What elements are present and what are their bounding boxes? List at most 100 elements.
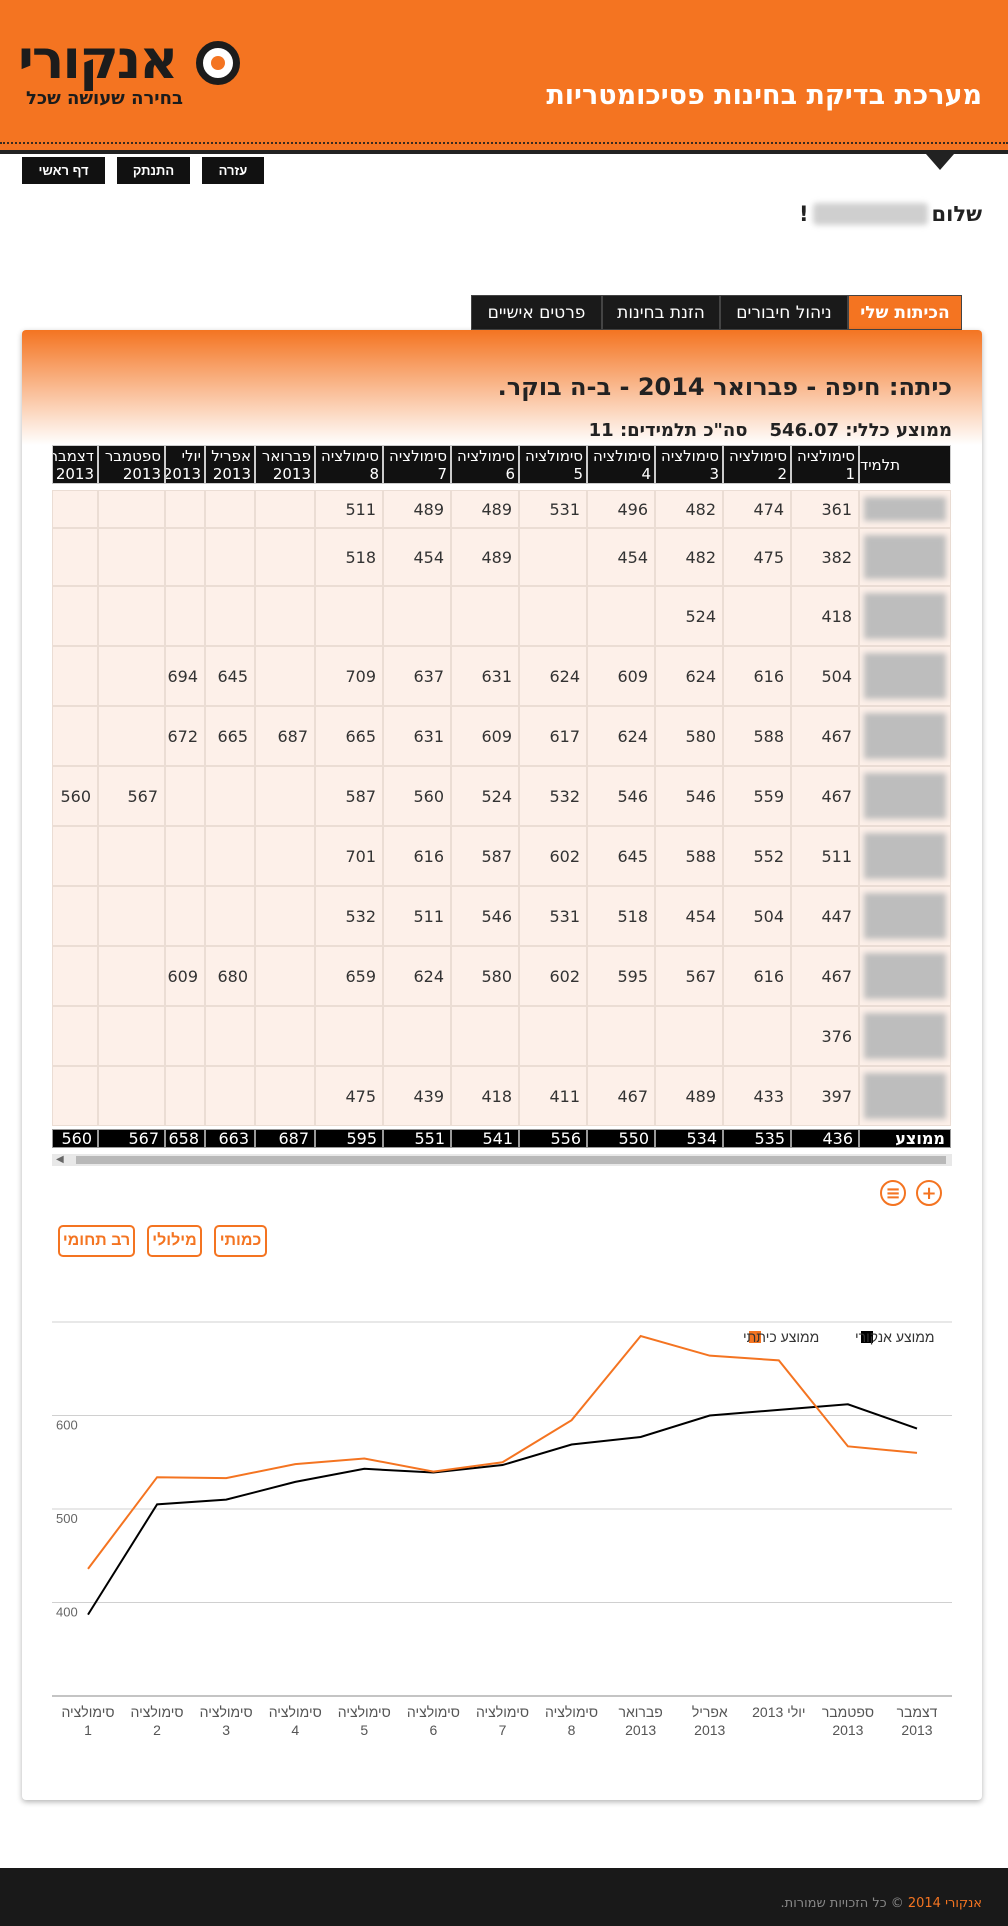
column-header-line1: סימולציה — [525, 447, 583, 465]
x-tick-label: 5 — [360, 1722, 368, 1738]
student-name-cell — [859, 946, 951, 1006]
user-name-blurred — [812, 203, 928, 225]
grade-cell — [98, 490, 165, 528]
grade-cell: 560 — [383, 766, 451, 826]
grade-cell: 616 — [383, 826, 451, 886]
help-button[interactable]: עזרה — [202, 157, 264, 184]
student-name-cell — [859, 1066, 951, 1126]
student-name-cell — [859, 886, 951, 946]
column-header-line2: 1 — [845, 465, 855, 483]
grade-cell — [98, 886, 165, 946]
column-header-line1: אפריל — [211, 447, 251, 465]
column-header-line1: פברואר — [261, 447, 311, 465]
grade-cell: 546 — [655, 766, 723, 826]
tab-my-classes[interactable]: הכיתות שלי — [848, 295, 962, 330]
x-tick-label: דצמבר — [897, 1704, 938, 1720]
grade-cell: 631 — [383, 706, 451, 766]
grade-cell: 588 — [723, 706, 791, 766]
grade-cell — [383, 1006, 451, 1066]
table-horizontal-scrollbar[interactable]: ◀ — [52, 1154, 952, 1166]
column-header-line2: 7 — [437, 465, 447, 483]
column-header-line1: סימולציה — [321, 447, 379, 465]
average-cell: 436 — [791, 1129, 859, 1148]
grade-cell: 587 — [451, 826, 519, 886]
grade-cell: 587 — [315, 766, 383, 826]
grade-cell — [98, 1066, 165, 1126]
filter-multidomain-button[interactable]: רב תחומי — [58, 1225, 135, 1257]
x-tick-label: אפריל — [692, 1704, 728, 1720]
grade-cell: 511 — [791, 826, 859, 886]
average-row-label: ממוצע — [859, 1129, 951, 1148]
grade-cell — [519, 586, 587, 646]
column-header[interactable]: סימולציה 2 — [723, 445, 791, 484]
column-header[interactable]: יולי 2013 — [165, 445, 205, 484]
grade-cell — [519, 528, 587, 586]
grade-cell — [98, 528, 165, 586]
scroll-thumb[interactable] — [76, 1156, 946, 1164]
x-tick-label: ספטמבר — [822, 1704, 874, 1720]
grade-cell — [723, 1006, 791, 1066]
grade-cell: 489 — [451, 490, 519, 528]
tab-personal-details[interactable]: פרטים אישיים — [471, 295, 602, 330]
student-name-cell — [859, 586, 951, 646]
student-name-blurred — [864, 1073, 946, 1119]
column-header-line2: 2013 — [212, 465, 251, 483]
column-header-student[interactable]: תלמיד — [859, 445, 951, 484]
scroll-left-icon[interactable]: ◀ — [56, 1154, 64, 1165]
grade-cell: 397 — [791, 1066, 859, 1126]
x-tick-label: סימולציה — [200, 1704, 253, 1720]
column-header[interactable]: דצמבר 2013 — [52, 445, 98, 484]
column-header[interactable]: סימולציה 8 — [315, 445, 383, 484]
grade-cell — [52, 706, 98, 766]
overall-average-label: ממוצע כללי: — [845, 420, 952, 441]
grade-cell: 511 — [383, 886, 451, 946]
column-header[interactable]: סימולציה 5 — [519, 445, 587, 484]
grade-cell — [255, 586, 315, 646]
column-header[interactable]: סימולציה 6 — [451, 445, 519, 484]
grade-cell: 645 — [587, 826, 655, 886]
grade-cell — [52, 1066, 98, 1126]
column-header[interactable]: סימולציה 7 — [383, 445, 451, 484]
grade-cell: 546 — [587, 766, 655, 826]
grade-cell: 567 — [98, 766, 165, 826]
student-name-cell — [859, 826, 951, 886]
x-tick-label: סימולציה — [545, 1704, 598, 1720]
column-header[interactable]: סימולציה 1 — [791, 445, 859, 484]
filter-quantitative-button[interactable]: כמותי — [214, 1225, 267, 1257]
column-header[interactable]: ספטמבר 2013 — [98, 445, 165, 484]
column-header[interactable]: סימולציה 3 — [655, 445, 723, 484]
student-name-cell — [859, 528, 951, 586]
list-icon[interactable]: ≡ — [880, 1180, 906, 1206]
filter-verbal-button[interactable]: מילולי — [147, 1225, 202, 1257]
grade-cell — [255, 886, 315, 946]
grade-cell: 665 — [205, 706, 255, 766]
plus-icon[interactable]: + — [916, 1180, 942, 1206]
column-header[interactable]: סימולציה 4 — [587, 445, 655, 484]
column-header-line1: יולי — [181, 447, 201, 465]
grade-cell — [52, 826, 98, 886]
x-tick-label: פברואר — [619, 1704, 663, 1720]
student-name-cell — [859, 646, 951, 706]
home-button[interactable]: דף ראשי — [22, 157, 105, 184]
grade-cell: 645 — [205, 646, 255, 706]
panel-header-gradient — [22, 330, 982, 445]
grade-cell: 518 — [587, 886, 655, 946]
student-name-blurred — [864, 653, 946, 699]
grade-cell: 504 — [723, 886, 791, 946]
tab-enter-exams[interactable]: הזנת בחינות — [602, 295, 720, 330]
student-name-blurred — [864, 713, 946, 759]
column-header-line1: סימולציה — [457, 447, 515, 465]
logout-button[interactable]: התנתק — [117, 157, 190, 184]
site-header: מערכת בדיקת בחינות פסיכומטריות אנקורי בח… — [0, 0, 1008, 150]
grade-cell: 467 — [587, 1066, 655, 1126]
grade-cell — [451, 1006, 519, 1066]
column-header[interactable]: אפריל 2013 — [205, 445, 255, 484]
x-tick-label: 2013 — [832, 1722, 863, 1738]
x-tick-label: 7 — [499, 1722, 507, 1738]
grade-cell — [205, 886, 255, 946]
grade-cell — [52, 646, 98, 706]
tab-manage-connections[interactable]: ניהול חיבורים — [720, 295, 848, 330]
grade-cell: 524 — [451, 766, 519, 826]
column-header[interactable]: פברואר 2013 — [255, 445, 315, 484]
grade-cell: 418 — [791, 586, 859, 646]
